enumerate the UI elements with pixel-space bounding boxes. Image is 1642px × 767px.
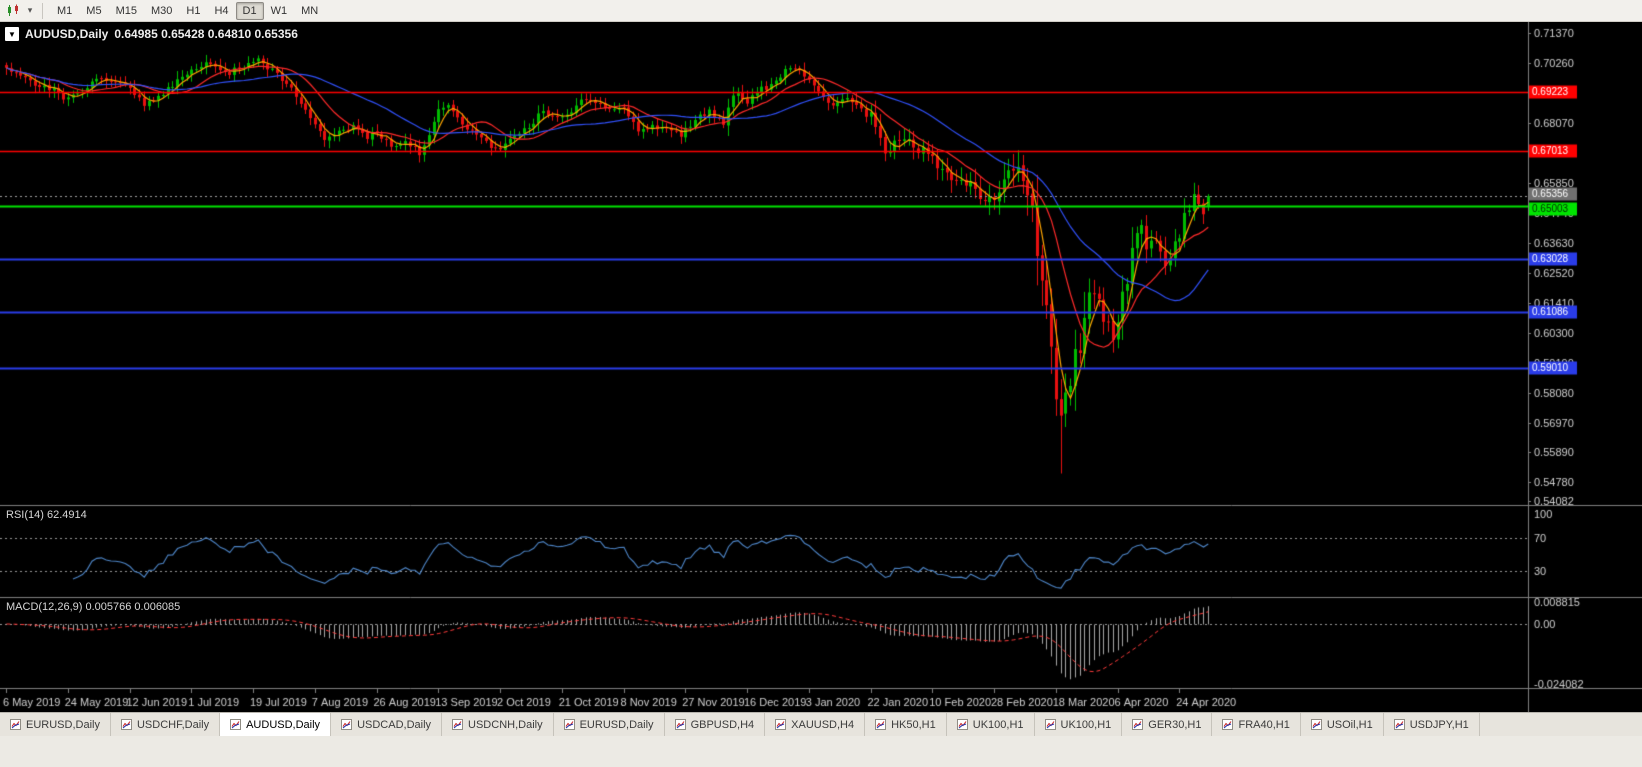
timeframe-button-m30[interactable]: M30	[150, 4, 173, 17]
mini-chart-icon	[230, 719, 242, 730]
mini-chart-icon	[1310, 719, 1322, 730]
timeframe-button-m5[interactable]: M5	[86, 4, 102, 17]
chart-tab-fra40-h1[interactable]: FRA40,H1	[1212, 713, 1301, 736]
chart-tab-eurusd-daily[interactable]: EURUSD,Daily	[553, 713, 665, 736]
timeframe-buttons: M1 M5 M15 M30 H1 H4 D1 W1 MN	[50, 1, 325, 20]
mini-chart-icon	[956, 719, 968, 730]
chart-tab-audusd-daily[interactable]: AUDUSD,Daily	[220, 713, 332, 736]
chart-tab-label: EURUSD,Daily	[26, 718, 100, 731]
chart-tab-ger30-h1[interactable]: GER30,H1	[1122, 713, 1213, 736]
status-bar	[0, 736, 1642, 767]
chart-tab-eurusd-daily[interactable]: EURUSD,Daily	[0, 713, 111, 736]
chart-tab-label: FRA40,H1	[1238, 718, 1290, 731]
chart-tab-label: USOil,H1	[1326, 718, 1373, 731]
chart-tab-label: GER30,H1	[1148, 718, 1202, 731]
chart-tab-label: USDCAD,Daily	[357, 718, 432, 731]
chart-tab-label: AUDUSD,Daily	[246, 718, 321, 731]
chart-type-icon[interactable]	[4, 2, 22, 20]
chart-tab-uk100-h1[interactable]: UK100,H1	[1034, 713, 1123, 736]
mini-chart-icon	[563, 719, 575, 730]
chart-tab-uk100-h1[interactable]: UK100,H1	[946, 713, 1035, 736]
chart-area: ▼ AUDUSD,Daily 0.64985 0.65428 0.64810 0…	[0, 22, 1642, 712]
mini-chart-icon	[674, 719, 686, 730]
mini-chart-icon	[120, 719, 132, 730]
chart-tab-label: XAUUSD,H4	[791, 718, 855, 731]
mini-chart-icon	[1044, 719, 1056, 730]
timeframe-toolbar: ▾ M1 M5 M15 M30 H1 H4 D1 W1 MN	[0, 0, 1642, 22]
chart-tab-label: HK50,H1	[891, 718, 936, 731]
price-chart-canvas[interactable]	[0, 22, 1642, 712]
chart-tab-label: USDCNH,Daily	[468, 718, 543, 731]
chart-tab-usdjpy-h1[interactable]: USDJPY,H1	[1383, 713, 1480, 736]
mini-chart-icon	[452, 719, 464, 730]
mini-chart-icon	[10, 719, 21, 730]
chart-tab-label: EURUSD,Daily	[579, 718, 654, 731]
timeframe-button-mn[interactable]: MN	[301, 4, 319, 17]
timeframe-button-w1[interactable]: W1	[270, 4, 288, 17]
toolbar-separator	[42, 2, 43, 19]
chart-tab-usdcnh-daily[interactable]: USDCNH,Daily	[442, 713, 554, 736]
chart-tab-label: USDCHF,Daily	[136, 718, 210, 731]
chart-tab-label: UK100,H1	[972, 718, 1024, 731]
chart-tab-xauusd-h4[interactable]: XAUUSD,H4	[765, 713, 866, 736]
mini-chart-icon	[1222, 719, 1234, 730]
mini-chart-icon	[775, 719, 787, 730]
chart-tab-gbpusd-h4[interactable]: GBPUSD,H4	[664, 713, 766, 736]
timeframe-button-h1[interactable]: H1	[186, 4, 201, 17]
timeframe-button-m1[interactable]: M1	[57, 4, 73, 17]
mini-chart-icon	[875, 719, 887, 730]
chart-tab-label: USDJPY,H1	[1409, 718, 1469, 731]
chart-tab-hk50-h1[interactable]: HK50,H1	[865, 713, 947, 736]
chart-tab-label: GBPUSD,H4	[690, 718, 755, 731]
chart-tab-usoil-h1[interactable]: USOil,H1	[1300, 713, 1384, 736]
candlestick-icon	[7, 4, 18, 16]
timeframe-button-h4[interactable]: H4	[214, 4, 229, 17]
mini-chart-icon	[341, 719, 353, 730]
mini-chart-icon	[1393, 719, 1405, 730]
timeframe-button-d1[interactable]: D1	[235, 1, 264, 20]
timeframe-button-m15[interactable]: M15	[115, 4, 137, 17]
chart-tab-usdchf-daily[interactable]: USDCHF,Daily	[110, 713, 221, 736]
chart-tabbar: EURUSD,Daily USDCHF,Daily AUDUSD,Daily USDC…	[0, 712, 1642, 736]
mini-chart-icon	[1132, 719, 1144, 730]
dropdown-caret-icon[interactable]: ▾	[27, 5, 33, 15]
chart-tab-usdcad-daily[interactable]: USDCAD,Daily	[331, 713, 443, 736]
chart-tab-label: UK100,H1	[1060, 718, 1112, 731]
